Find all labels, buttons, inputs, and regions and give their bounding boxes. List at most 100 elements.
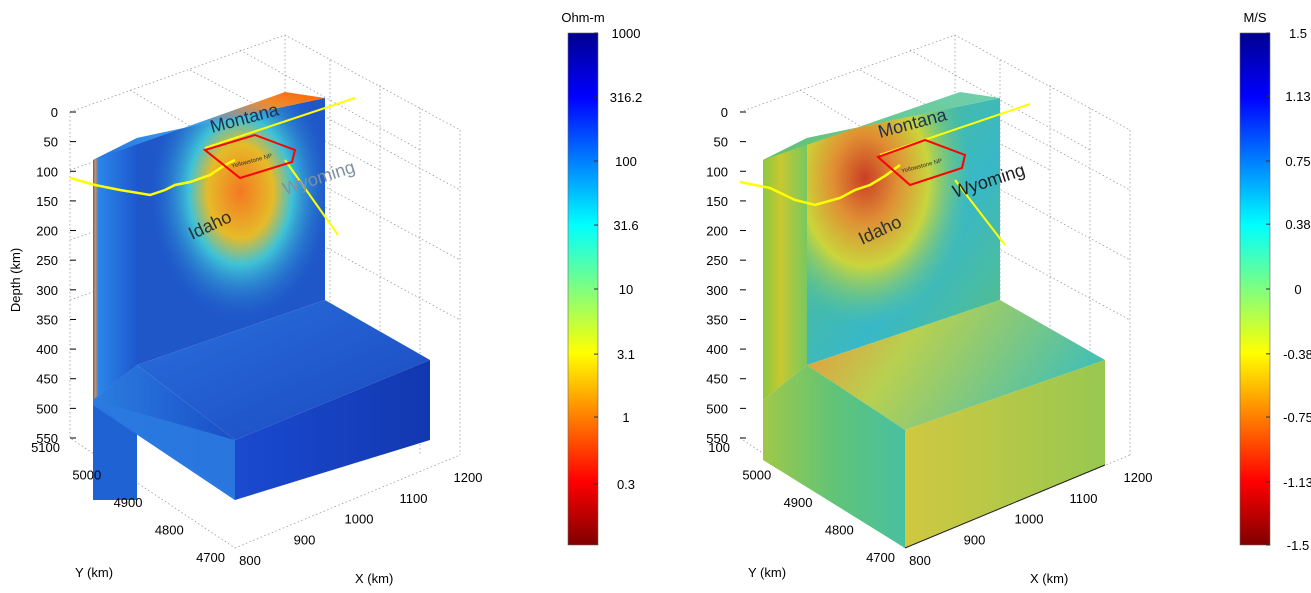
z-tick-label: 450 [36, 372, 58, 387]
z-tick-label: 300 [36, 283, 58, 298]
z-tick-label: 200 [36, 224, 58, 239]
panel-1-y-label: Y (km) [75, 565, 113, 580]
colorbar-tick-label: 0.38 [1285, 217, 1310, 232]
z-tick-label: 150 [706, 194, 728, 209]
panel-2-y-label: Y (km) [748, 565, 786, 580]
x-tick-label: 900 [294, 532, 316, 547]
panel-2-front-left [763, 365, 905, 548]
x-tick-label: 1000 [345, 512, 374, 527]
z-tick-label: 100 [36, 164, 58, 179]
x-tick-label: 1100 [400, 491, 428, 506]
z-tick-label: 350 [706, 312, 728, 327]
y-tick-label: 4700 [196, 550, 225, 565]
panel-1-y-ticks: 4700 4800 4900 5000 5100 [31, 440, 225, 565]
y-tick-label: 4800 [825, 523, 854, 538]
x-tick-label: 1200 [1124, 470, 1153, 485]
colorbar-tick-label: -0.38 [1283, 347, 1311, 362]
colorbar-tick-label: 31.6 [613, 218, 638, 233]
panel-2-state-diagonal-2 [954, 179, 1006, 246]
y-tick-label: 5000 [72, 468, 101, 483]
colorbar-tick-label: 1.5 [1289, 26, 1307, 41]
panel-1-left-face [93, 138, 137, 400]
y-tick-label: 5100 [31, 440, 60, 455]
panel-1-shelf-face [137, 300, 430, 440]
panel-1-z-label: Depth (km) [8, 248, 23, 312]
y-tick-label: 4800 [155, 523, 184, 538]
panel-1-colorbar-ticks: 1000 316.2 100 31.6 10 3.1 1 0.3 [594, 26, 642, 492]
panel-1-park-outline [202, 133, 297, 180]
panel-2-state-border-line [739, 163, 901, 207]
z-tick-label: 50 [714, 135, 728, 150]
panel-1-colorbar-unit: Ohm-m [561, 10, 604, 25]
z-tick-label: 500 [36, 401, 58, 416]
panel-2-shelf-face [807, 300, 1105, 430]
panel-1-colorbar [567, 32, 599, 546]
colorbar-tick-label: -1.13 [1283, 475, 1311, 490]
panel-2-colorbar [1239, 32, 1271, 546]
panel-2-colorbar-unit: M/S [1243, 10, 1266, 25]
panel-resistivity: Montana Wyoming Idaho Yellowstone NP 050… [8, 10, 642, 586]
panel-2-z-ticks: 0 50 100 150 200 250 300 350 400 450 500 550 [706, 105, 746, 446]
z-tick-label: 50 [44, 135, 58, 150]
panel-2-colorbar-ticks: 1.5 1.13 0.75 0.38 0 -0.38 -0.75 -1.13 -1.5 [1266, 26, 1311, 553]
z-tick-label: 450 [706, 372, 728, 387]
z-tick-label: 550 [36, 431, 58, 446]
x-tick-label: 1100 [1070, 491, 1098, 506]
x-tick-label: 900 [964, 532, 986, 547]
colorbar-tick-label: 0.3 [617, 477, 635, 492]
colorbar-tick-label: 100 [615, 154, 637, 169]
colorbar-tick-label: 3.1 [617, 347, 635, 362]
panel-1-base-front [93, 400, 235, 500]
z-tick-label: 350 [36, 312, 58, 327]
y-tick-label: 4900 [114, 495, 143, 510]
y-tick-label: 4700 [866, 550, 895, 565]
y-tick-label: 4900 [784, 495, 813, 510]
panel-1-anomaly [137, 98, 325, 365]
z-tick-label: 400 [706, 342, 728, 357]
colorbar-tick-label: -0.75 [1283, 410, 1311, 425]
colorbar-tick-label: -1.5 [1287, 538, 1309, 553]
panel-2-park-outline [876, 138, 967, 187]
x-tick-label: 800 [239, 553, 261, 568]
panel-1-state-diagonal [204, 97, 356, 149]
colorbar-tick-label: 1 [622, 410, 629, 425]
panel-1-state-border-line [69, 158, 236, 197]
colorbar-tick-label: 0 [1294, 282, 1301, 297]
z-tick-label: 150 [36, 194, 58, 209]
x-tick-label: 1000 [1015, 512, 1044, 527]
z-tick-label: 100 [706, 164, 728, 179]
panel-1-x-ticks: 800 900 1000 1100 1200 [239, 470, 482, 568]
panel-2-left-face [763, 138, 807, 400]
z-tick-label: 200 [706, 224, 728, 239]
y-tick-label: 100 [708, 440, 730, 455]
z-tick-label: 250 [706, 253, 728, 268]
x-tick-label: 1200 [454, 470, 483, 485]
panel-1-top-face [93, 92, 325, 160]
colorbar-tick-label: 0.75 [1285, 154, 1310, 169]
z-tick-label: 0 [721, 105, 728, 120]
panel-1-bottom-front [235, 360, 430, 500]
panel-2-anomaly [807, 98, 1000, 365]
colorbar-tick-label: 1.13 [1285, 89, 1310, 104]
panel-2-bottom-edge [904, 464, 1106, 549]
x-tick-label: 800 [909, 553, 931, 568]
panel-2-x-label: X (km) [1030, 571, 1068, 586]
z-tick-label: 300 [706, 283, 728, 298]
panel-1-state-diagonal-2 [284, 159, 339, 236]
panel-2-x-ticks: 800 900 1000 1100 1200 [909, 470, 1152, 568]
panel-velocity: Montana Wyoming Idaho Yellowstone NP 050… [706, 10, 1311, 586]
panel-2-front-right [905, 360, 1105, 548]
panel-1-x-label: X (km) [355, 571, 393, 586]
panel-2-top-face [763, 92, 1000, 160]
panel-2-y-ticks: 4700 4800 4900 5000 100 [708, 440, 895, 565]
z-tick-label: 0 [51, 105, 58, 120]
z-tick-label: 550 [706, 431, 728, 446]
colorbar-tick-label: 316.2 [610, 90, 643, 105]
panel-1-z-ticks: 0 50 100 150 200 250 300 350 400 450 500 550 [36, 105, 76, 446]
z-tick-label: 250 [36, 253, 58, 268]
z-tick-label: 400 [36, 342, 58, 357]
colorbar-tick-label: 10 [619, 282, 633, 297]
colorbar-tick-label: 1000 [612, 26, 641, 41]
